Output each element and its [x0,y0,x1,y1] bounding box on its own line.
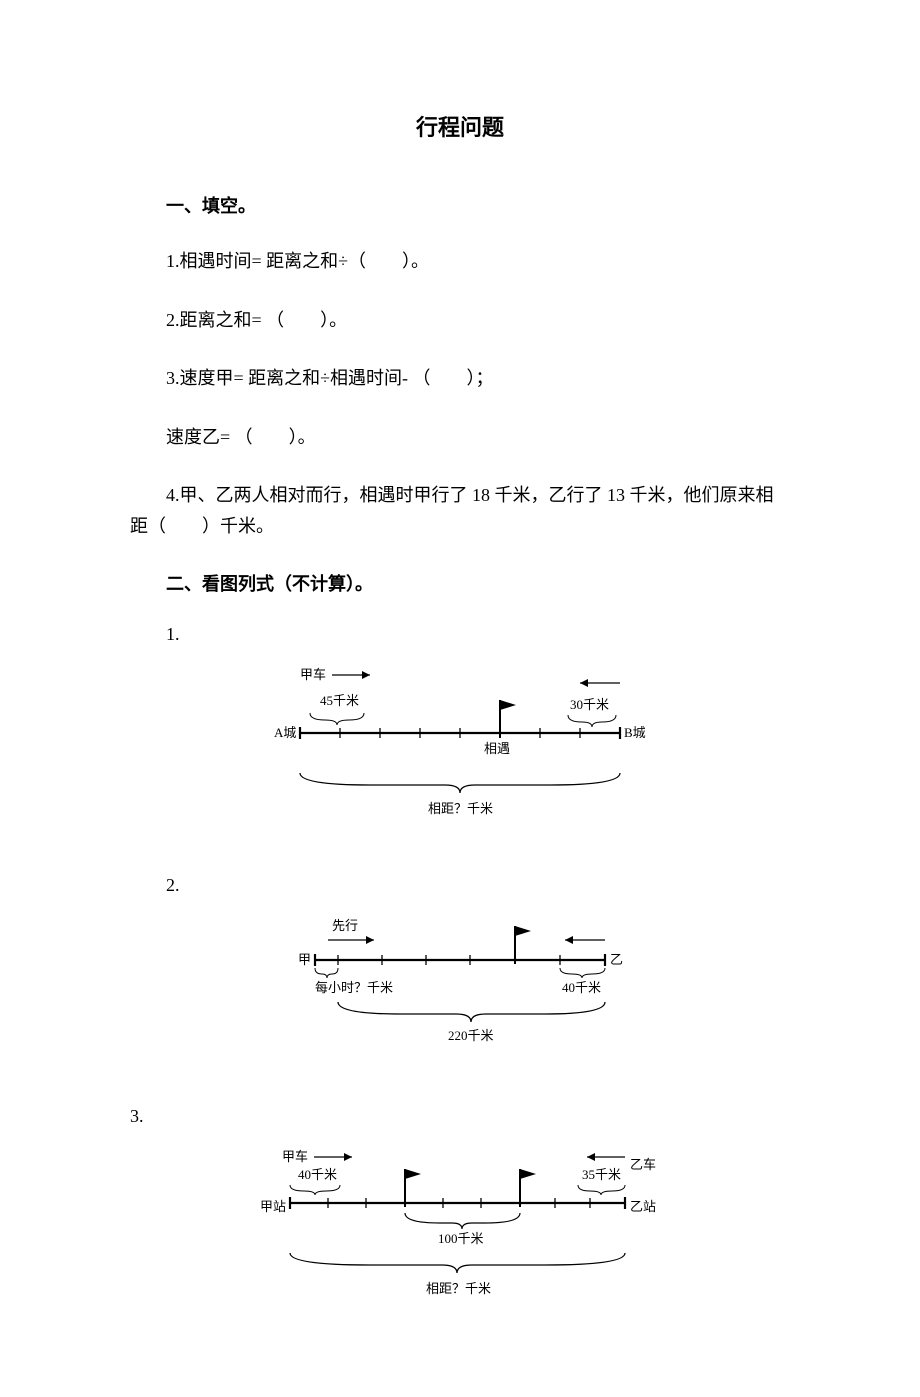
d1-car-a-label: 甲车 [300,667,326,682]
d2-total: 220千米 [448,1028,494,1043]
d3-car-a: 甲车 [282,1149,308,1164]
d2-speed-b: 40千米 [562,980,601,995]
d1-speed-b: 30千米 [570,697,609,712]
d3-speed-b: 35千米 [582,1167,621,1182]
q1: 1.相遇时间= 距离之和÷（ ）。 [130,246,790,277]
d1-speed-a: 45千米 [320,693,359,708]
d1-meet: 相遇 [484,741,510,756]
q3b: 速度乙= （ ）。 [130,422,790,453]
section1-heading: 一、填空。 [130,192,790,218]
diagram3: 甲车 乙车 40千米 35千米 [130,1147,790,1307]
d2-a: 甲 [298,952,311,967]
d2-b: 乙 [610,952,623,967]
diagram2: 先行 甲 乙 每小时？千米 [130,916,790,1056]
page-title: 行程问题 [130,110,790,142]
d2-first: 先行 [332,918,358,933]
d1-bottom: 相距？千米 [428,801,493,816]
d1-city-a: A城 [274,725,296,740]
diagram1-number: 1. [130,624,790,645]
diagram1: 甲车 45千米 30千米 [130,665,790,825]
q4: 4.甲、乙两人相对而行，相遇时甲行了 18 千米，乙行了 13 千米，他们原来相… [130,480,790,541]
d3-gap: 100千米 [438,1231,484,1246]
diagram2-number: 2. [130,875,790,896]
d3-station-a: 甲站 [260,1199,286,1214]
section2-heading: 二、看图列式（不计算）。 [130,570,790,596]
d1-city-b: B城 [624,725,646,740]
diagram3-number: 3. [130,1106,790,1127]
d2-perhour: 每小时？千米 [315,980,393,995]
d3-station-b: 乙站 [630,1199,656,1214]
d3-car-b: 乙车 [630,1157,656,1172]
d3-speed-a: 40千米 [298,1167,337,1182]
q2: 2.距离之和= （ ）。 [130,305,790,336]
q3: 3.速度甲= 距离之和÷相遇时间- （ ）； [130,363,790,394]
d3-bottom: 相距？千米 [426,1281,491,1296]
